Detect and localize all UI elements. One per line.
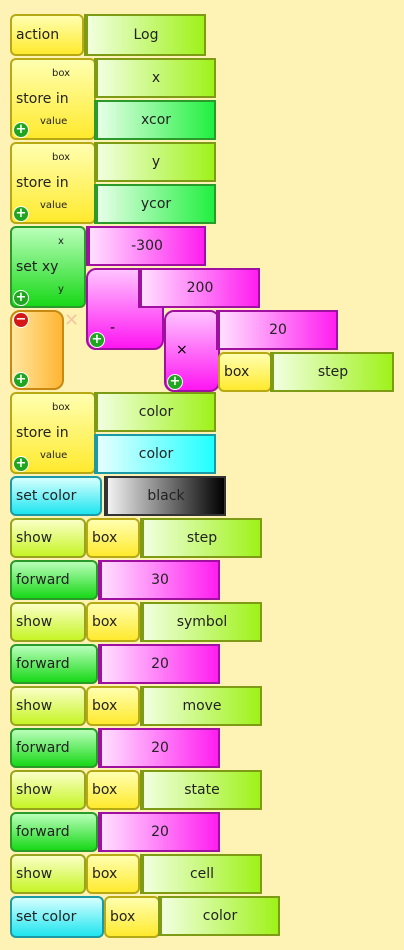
forward-label: forward (16, 572, 70, 588)
forward-label: forward (16, 740, 70, 756)
show-block[interactable]: show (10, 518, 86, 558)
store-label: store in (16, 91, 69, 107)
add-icon[interactable]: + (13, 206, 29, 222)
store-label: store in (16, 425, 69, 441)
box-tag: box (110, 909, 136, 925)
box-name-slot[interactable]: state (140, 770, 262, 810)
box-tag: box (92, 530, 118, 546)
set-x-slot[interactable]: -300 (86, 226, 206, 266)
x-tag: x (58, 236, 64, 247)
box-tag: box (92, 698, 118, 714)
action-label: action (16, 27, 60, 43)
show-block[interactable]: show (10, 686, 86, 726)
box-tag: box (52, 402, 71, 413)
box-name-slot[interactable]: step (270, 352, 394, 392)
store-value-slot[interactable]: xcor (94, 100, 216, 140)
store-label: store in (16, 175, 69, 191)
box-tag: box (92, 782, 118, 798)
show-label: show (16, 614, 53, 630)
forward-block[interactable]: forward (10, 560, 98, 600)
forward-distance-slot[interactable]: 20 (98, 728, 220, 768)
store-box-slot[interactable]: color (94, 392, 216, 432)
box-reporter[interactable]: box (104, 896, 160, 938)
box-name-slot[interactable]: color (158, 896, 280, 936)
add-icon[interactable]: + (13, 290, 29, 306)
show-label: show (16, 698, 53, 714)
show-block[interactable]: show (10, 602, 86, 642)
box-reporter[interactable]: box (218, 352, 272, 392)
box-tag: box (52, 152, 71, 163)
show-block[interactable]: show (10, 854, 86, 894)
add-icon[interactable]: + (13, 372, 29, 388)
box-tag: box (224, 364, 250, 380)
forward-label: forward (16, 656, 70, 672)
forward-block[interactable]: forward (10, 812, 98, 852)
drag-connector-icon: ✕ (64, 310, 80, 331)
box-reporter[interactable]: box (86, 686, 140, 726)
box-name-slot[interactable]: step (140, 518, 262, 558)
show-label: show (16, 866, 53, 882)
action-block[interactable]: action (10, 14, 84, 56)
action-name-slot[interactable]: Log (84, 14, 206, 56)
multiply-first-slot[interactable]: 20 (216, 310, 338, 350)
set-color-block[interactable]: set color (10, 476, 102, 516)
box-reporter[interactable]: box (86, 602, 140, 642)
remove-icon[interactable]: − (13, 312, 29, 328)
color-value-slot[interactable]: black (104, 476, 226, 516)
value-tag: value (40, 450, 68, 461)
store-value-slot[interactable]: ycor (94, 184, 216, 224)
store-box-slot[interactable]: x (94, 58, 216, 98)
forward-block[interactable]: forward (10, 644, 98, 684)
forward-label: forward (16, 824, 70, 840)
minus-operator: - (110, 320, 116, 336)
set-xy-label: set xy (16, 259, 59, 275)
add-icon[interactable]: + (167, 374, 183, 390)
box-tag: box (92, 866, 118, 882)
box-name-slot[interactable]: move (140, 686, 262, 726)
add-icon[interactable]: + (89, 332, 105, 348)
box-tag: box (52, 68, 71, 79)
forward-distance-slot[interactable]: 30 (98, 560, 220, 600)
show-label: show (16, 782, 53, 798)
forward-block[interactable]: forward (10, 728, 98, 768)
box-reporter[interactable]: box (86, 854, 140, 894)
store-block-color[interactable]: store in (10, 392, 96, 474)
show-label: show (16, 530, 53, 546)
times-operator: × (176, 342, 188, 358)
y-tag: y (58, 284, 64, 295)
box-name-slot[interactable]: symbol (140, 602, 262, 642)
box-name-slot[interactable]: cell (140, 854, 262, 894)
forward-distance-slot[interactable]: 20 (98, 644, 220, 684)
forward-distance-slot[interactable]: 20 (98, 812, 220, 852)
box-tag: box (92, 614, 118, 630)
value-tag: value (40, 200, 68, 211)
subtract-first-slot[interactable]: 200 (138, 268, 260, 308)
add-icon[interactable]: + (13, 456, 29, 472)
set-color-label: set color (16, 909, 77, 925)
show-block[interactable]: show (10, 770, 86, 810)
add-icon[interactable]: + (13, 122, 29, 138)
box-reporter[interactable]: box (86, 770, 140, 810)
store-box-slot[interactable]: y (94, 142, 216, 182)
store-value-slot[interactable]: color (94, 434, 216, 474)
box-reporter[interactable]: box (86, 518, 140, 558)
value-tag: value (40, 116, 68, 127)
set-color-label: set color (16, 488, 77, 504)
set-color-block[interactable]: set color (10, 896, 104, 938)
